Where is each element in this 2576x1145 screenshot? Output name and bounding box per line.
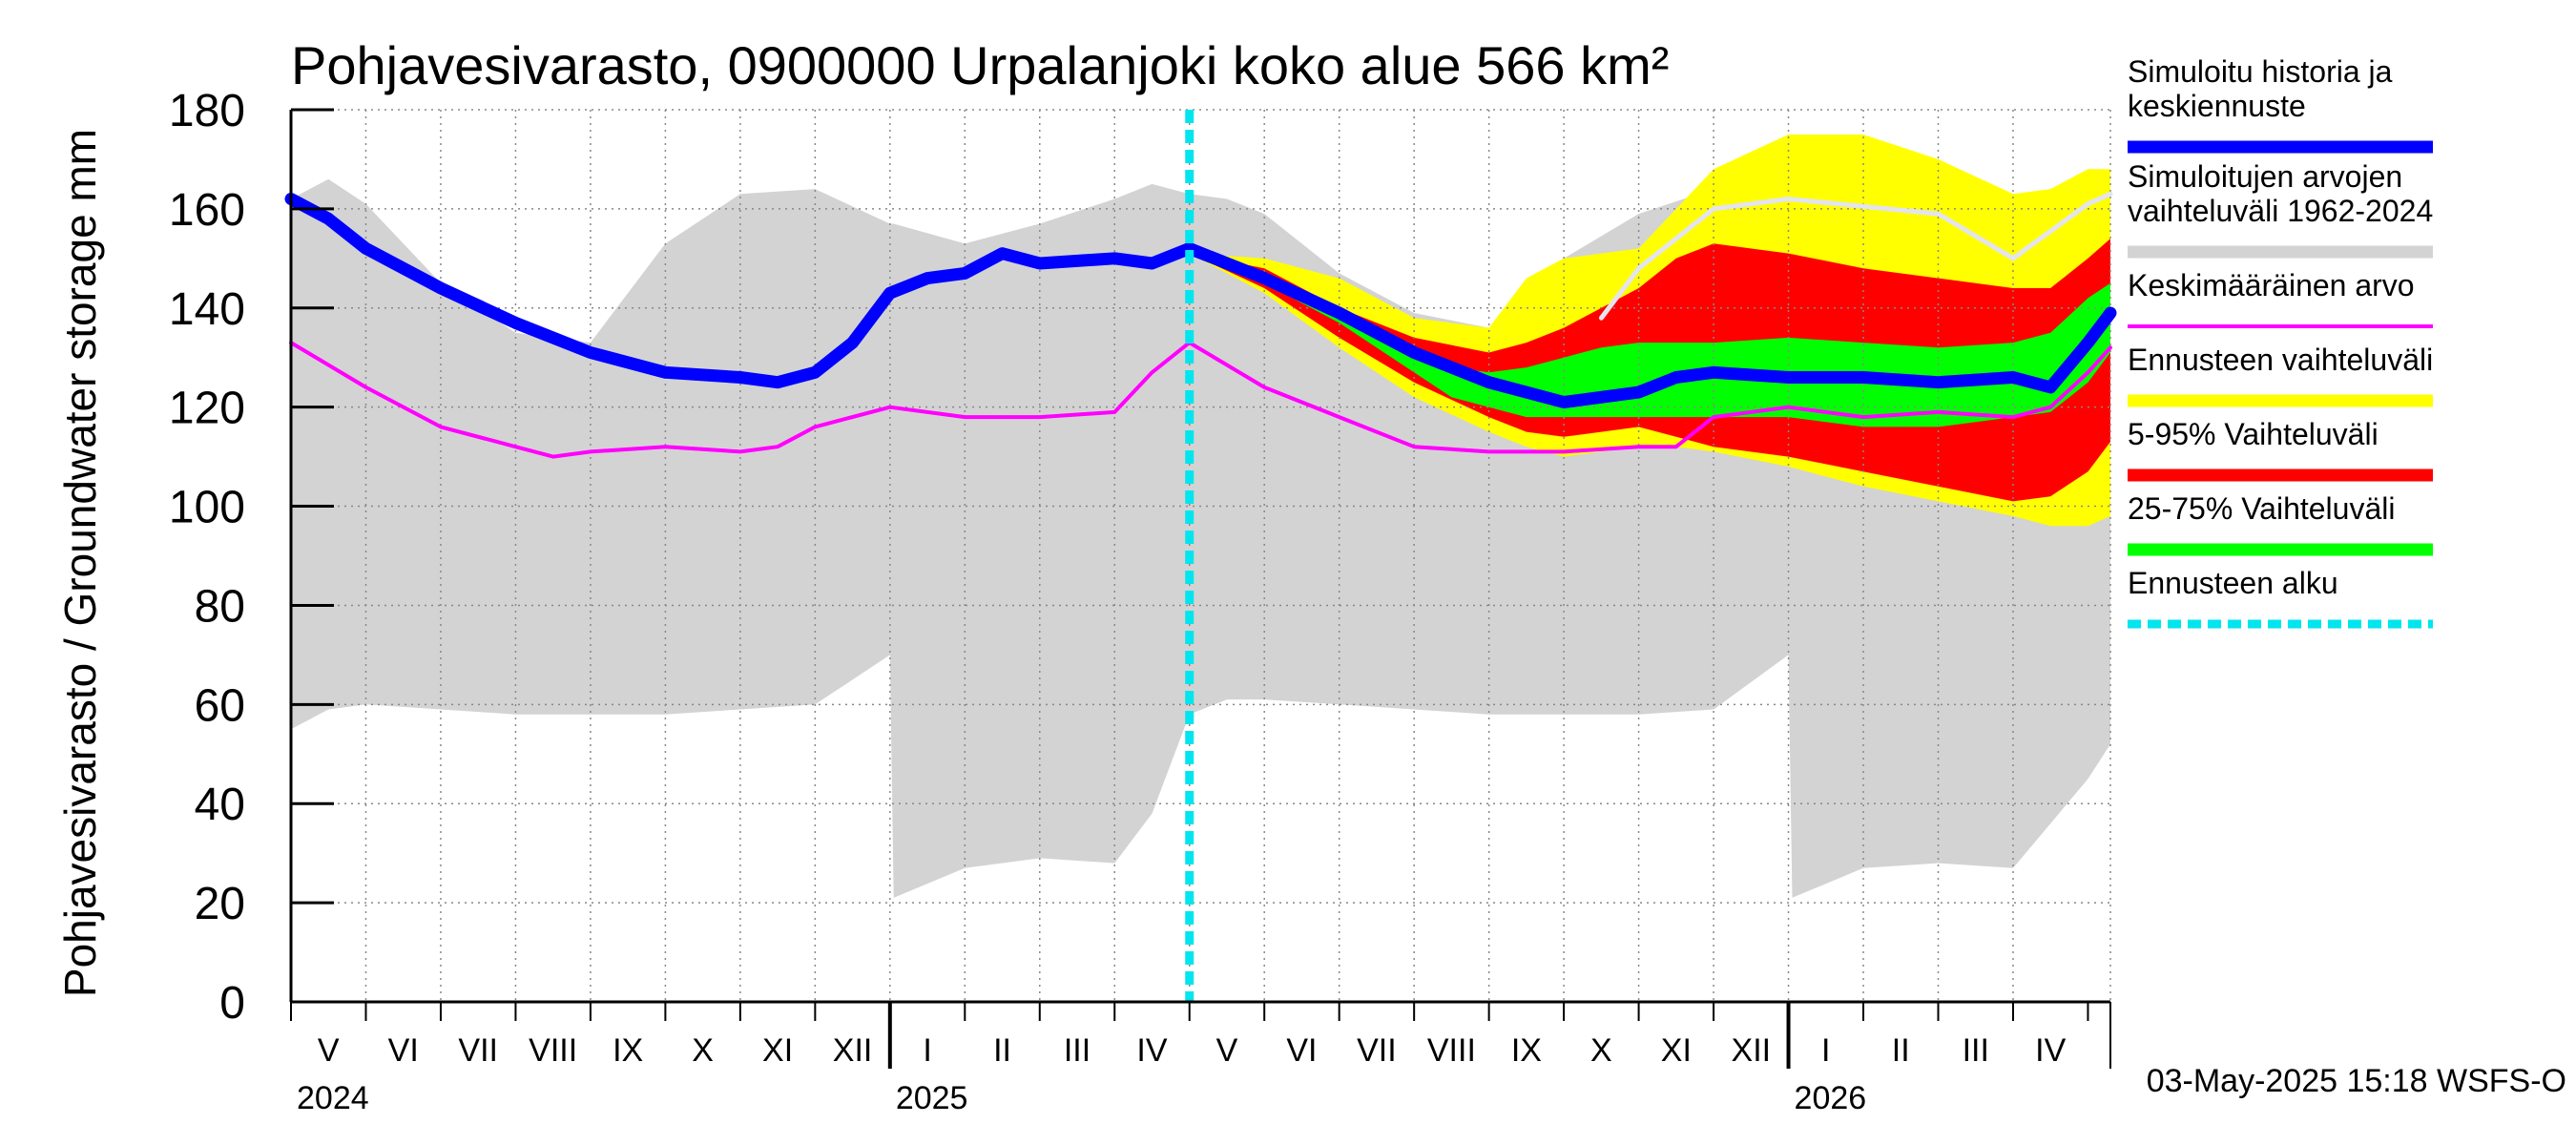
month-label: IX xyxy=(613,1032,643,1069)
legend-label: Simuloitujen arvojen xyxy=(2128,159,2402,194)
month-label: IV xyxy=(1136,1032,1167,1069)
legend-item: Ennusteen vaihteluväli xyxy=(2128,343,2433,407)
y-tick-label: 160 xyxy=(169,185,245,236)
month-label: IV xyxy=(2035,1032,2066,1069)
year-label: 2025 xyxy=(896,1080,968,1116)
month-label: VII xyxy=(1357,1032,1397,1069)
month-label: XI xyxy=(762,1032,793,1069)
month-label: I xyxy=(1821,1032,1830,1069)
month-label: VI xyxy=(388,1032,419,1069)
legend-item: Keskimääräinen arvo xyxy=(2128,268,2433,328)
month-label: III xyxy=(1064,1032,1091,1069)
month-label: IX xyxy=(1511,1032,1542,1069)
legend-label: 5-95% Vaihteluväli xyxy=(2128,417,2379,451)
legend-item: 25-75% Vaihteluväli xyxy=(2128,491,2433,556)
legend-label: Ennusteen vaihteluväli xyxy=(2128,343,2433,377)
line-series-2 xyxy=(1598,191,2113,321)
month-label: II xyxy=(993,1032,1011,1069)
y-tick-label: 100 xyxy=(169,483,245,533)
month-label: XII xyxy=(1732,1032,1772,1069)
timestamp-label: 03-May-2025 15:18 WSFS-O xyxy=(2147,1063,2566,1099)
y-tick-label: 60 xyxy=(195,680,245,731)
legend-label: 25-75% Vaihteluväli xyxy=(2128,491,2395,526)
month-label: XI xyxy=(1661,1032,1692,1069)
y-tick-label: 120 xyxy=(169,384,245,434)
legend-label: vaihteluväli 1962-2024 xyxy=(2128,194,2433,228)
y-tick-label: 20 xyxy=(195,879,245,929)
month-label: V xyxy=(318,1032,340,1069)
legend-label: Keskimääräinen arvo xyxy=(2128,268,2415,302)
month-label: VII xyxy=(458,1032,498,1069)
month-label: V xyxy=(1216,1032,1238,1069)
month-label: VI xyxy=(1286,1032,1317,1069)
y-axis-label: Pohjavesivarasto / Groundwater storage m… xyxy=(55,129,105,997)
legend-label: Ennusteen alku xyxy=(2128,566,2338,600)
month-label: X xyxy=(692,1032,714,1069)
legend-label: keskiennuste xyxy=(2128,89,2306,123)
month-label: VIII xyxy=(529,1032,577,1069)
month-label: II xyxy=(1892,1032,1910,1069)
lines-layer xyxy=(284,110,2117,1002)
y-tick-label: 180 xyxy=(169,86,245,136)
y-tick-label: 80 xyxy=(195,581,245,632)
legend-label: Simuloitu historia ja xyxy=(2128,54,2393,89)
month-label: I xyxy=(923,1032,931,1069)
legend: Simuloitu historia jakeskiennusteSimuloi… xyxy=(2128,54,2433,629)
month-label: VIII xyxy=(1427,1032,1476,1069)
year-label: 2024 xyxy=(297,1080,369,1116)
month-label: XII xyxy=(833,1032,873,1069)
line-series-1 xyxy=(284,193,2117,408)
legend-item: Ennusteen alku xyxy=(2128,566,2433,629)
y-tick-label: 0 xyxy=(219,978,245,1029)
y-tick-label: 40 xyxy=(195,780,245,830)
y-tick-label: 140 xyxy=(169,284,245,335)
legend-item: 5-95% Vaihteluväli xyxy=(2128,417,2433,482)
year-label: 2026 xyxy=(1795,1080,1867,1116)
chart-title: Pohjavesivarasto, 0900000 Urpalanjoki ko… xyxy=(291,35,1669,95)
month-label: III xyxy=(1963,1032,1989,1069)
month-label: X xyxy=(1590,1032,1612,1069)
